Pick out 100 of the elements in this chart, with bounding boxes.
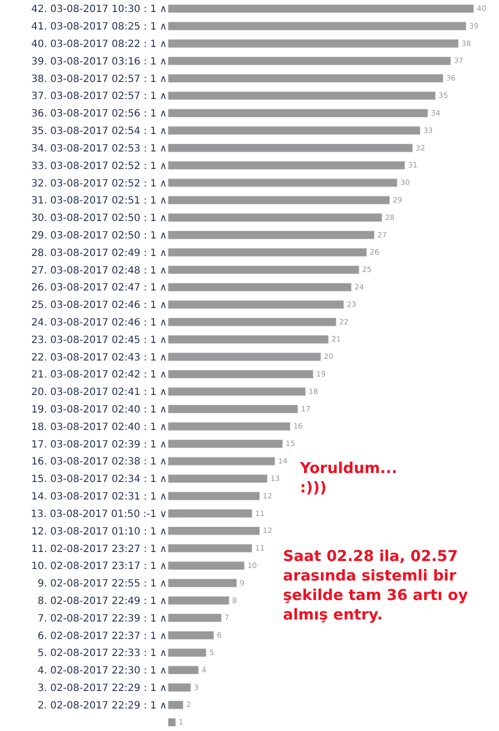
y-tick-label: 31. 03-08-2017 02:51 : 1 ∧	[31, 196, 167, 207]
y-tick-label: 36. 03-08-2017 02:56 : 1 ∧	[31, 108, 167, 120]
bar	[168, 196, 390, 205]
data-label: 17	[300, 404, 311, 414]
y-tick-label: 26. 03-08-2017 02:47 : 1 ∧	[31, 282, 167, 294]
data-label: 11	[255, 508, 265, 518]
y-tick-label: 13. 03-08-2017 01:50 :-1 ∨	[30, 508, 167, 520]
y-tick-label: 15. 03-08-2017 02:34 : 1 ∧	[31, 474, 167, 486]
data-label: 39	[469, 21, 479, 30]
data-label: 18	[308, 386, 318, 396]
bar	[168, 91, 436, 100]
y-tick-label: 33. 03-08-2017 02:52 : 1 ∧	[31, 160, 167, 172]
y-tick-label: 39. 03-08-2017 03:16 : 1 ∧	[31, 56, 167, 68]
data-label: 20	[324, 352, 334, 362]
data-label: 9	[240, 578, 245, 588]
data-label: 33	[423, 126, 433, 135]
bar	[168, 370, 314, 379]
bar	[168, 318, 336, 326]
bar	[168, 248, 367, 257]
y-tick-label: 28. 03-08-2017 02:49 : 1 ∧	[31, 248, 167, 259]
data-label: 25	[362, 265, 372, 274]
y-tick-label: 16. 03-08-2017 02:38 : 1 ∧	[31, 456, 167, 468]
data-label: 34	[430, 108, 441, 118]
y-tick-label: 25. 03-08-2017 02:46 : 1 ∧	[31, 300, 167, 312]
data-label: 4	[202, 665, 207, 674]
y-tick-label: 7. 02-08-2017 22:39 : 1 ∧	[38, 613, 167, 624]
bar	[168, 282, 352, 292]
y-tick-label: 27. 03-08-2017 02:48 : 1 ∧	[31, 265, 167, 276]
y-tick-label: 20. 03-08-2017 02:41 : 1 ∧	[31, 387, 167, 398]
bar	[168, 39, 459, 48]
bar	[168, 213, 382, 222]
bar	[168, 108, 428, 118]
bar	[168, 648, 206, 658]
data-label: 24	[354, 282, 364, 292]
data-label: 5	[209, 648, 214, 657]
y-tick-label: 2. 02-08-2017 22:29 : 1 ∧	[38, 700, 167, 712]
y-tick-label: 18. 03-08-2017 02:40 : 1 ∧	[31, 422, 167, 433]
bar	[168, 352, 322, 362]
data-label: 12	[262, 526, 272, 536]
bar	[168, 160, 406, 170]
data-label: 14	[278, 456, 288, 466]
bar	[168, 544, 252, 553]
y-tick-label: 42. 03-08-2017 10:30 : 1 ∧	[31, 4, 167, 16]
y-tick-label: 21. 03-08-2017 02:42 : 1 ∧	[31, 370, 167, 381]
y-tick-label: 32. 03-08-2017 02:52 : 1 ∧	[31, 178, 167, 190]
y-tick-label: 22. 03-08-2017 02:43 : 1 ∧	[31, 352, 167, 364]
data-label: 37	[454, 56, 464, 66]
bar	[168, 144, 413, 152]
bar	[168, 178, 398, 188]
data-label: 13	[270, 474, 280, 483]
bar	[168, 334, 329, 344]
data-label: 32	[416, 143, 426, 152]
data-label: 26	[370, 248, 380, 257]
data-label: 10	[247, 560, 258, 570]
annotation: Yoruldum... :)))	[299, 459, 398, 496]
bar	[168, 230, 375, 240]
data-label: 12	[262, 491, 272, 500]
data-label: 19	[316, 370, 326, 379]
bar	[168, 613, 222, 622]
data-label: 23	[346, 300, 357, 309]
y-tick-label: 12. 03-08-2017 01:10 : 1 ∧	[31, 526, 167, 538]
bar	[168, 456, 276, 466]
y-tick-label: 4. 02-08-2017 22:30 : 1 ∧	[38, 666, 167, 677]
y-tick-label: 34. 03-08-2017 02:53 : 1 ∧	[31, 143, 167, 154]
bar	[168, 700, 184, 710]
y-tick-label: 23. 03-08-2017 02:45 : 1 ∧	[31, 334, 167, 346]
data-label: 7	[224, 613, 230, 622]
data-label: 38	[461, 38, 472, 48]
bar	[168, 56, 452, 66]
y-tick-label: 3. 02-08-2017 22:29 : 1 ∧	[38, 682, 167, 694]
data-label: 28	[385, 212, 395, 222]
data-label: 31	[408, 160, 418, 170]
bar	[168, 265, 360, 274]
data-label: 36	[446, 74, 456, 83]
bar	[168, 718, 176, 727]
bar	[168, 422, 291, 431]
y-tick-label: 5. 02-08-2017 22:33 : 1 ∧	[38, 648, 167, 660]
data-label: 27	[377, 230, 388, 240]
data-label: 2	[186, 700, 192, 710]
data-label: 35	[438, 91, 448, 100]
data-label: 3	[194, 682, 199, 692]
bar	[168, 509, 252, 518]
bar	[168, 126, 421, 135]
data-label: 1	[178, 718, 184, 727]
bar	[168, 492, 260, 500]
y-tick-label: 11. 02-08-2017 23:27 : 1 ∧	[31, 544, 167, 555]
bar	[168, 666, 199, 675]
data-label: 30	[400, 178, 410, 188]
bar	[168, 22, 466, 31]
data-label: 29	[392, 195, 402, 204]
data-label: 16	[293, 422, 304, 431]
bar	[168, 474, 268, 484]
data-label: 15	[286, 439, 296, 448]
bar	[168, 387, 306, 396]
data-label: 8	[232, 596, 238, 605]
data-label: 11	[255, 544, 265, 553]
data-label: 22	[339, 317, 349, 326]
data-label: 21	[332, 334, 342, 344]
bar	[168, 578, 238, 588]
y-tick-label: 38. 03-08-2017 02:57 : 1 ∧	[31, 74, 167, 85]
